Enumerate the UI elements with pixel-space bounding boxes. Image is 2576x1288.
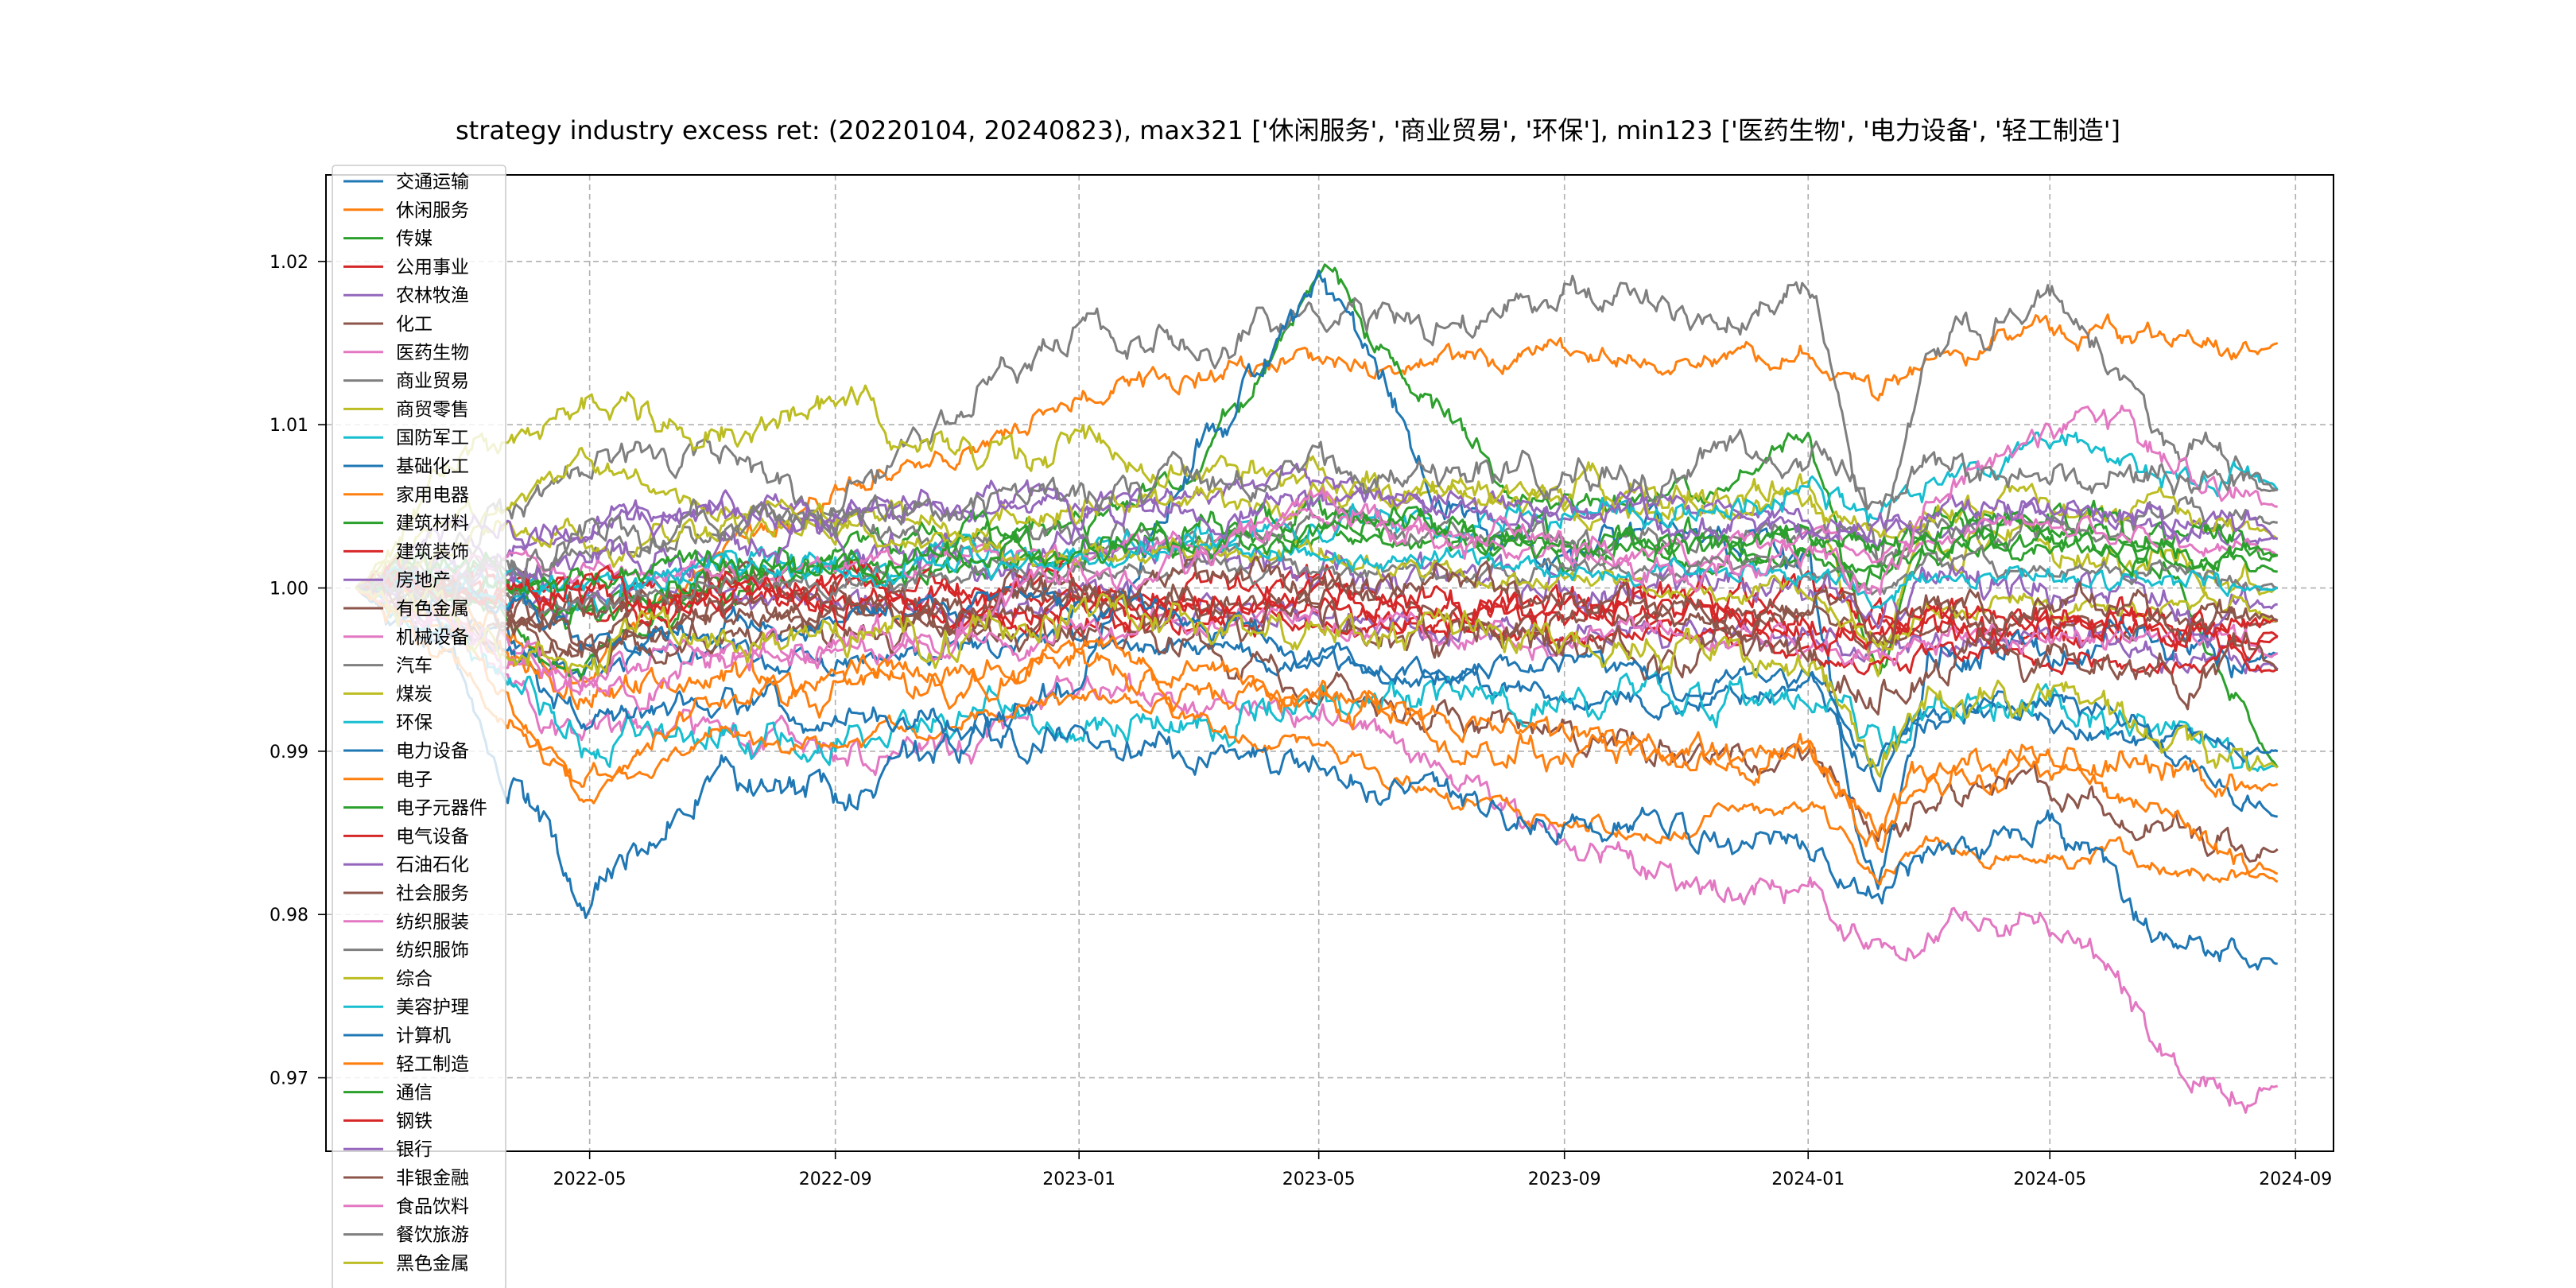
y-tick-label: 1.01 [270,416,308,436]
series-line [355,578,2279,838]
legend-label: 钢铁 [396,1111,433,1131]
legend-label: 农林牧渔 [396,285,469,306]
legend-label: 黑色金属 [396,1253,469,1274]
legend-label: 电子元器件 [396,798,487,819]
series-line [355,583,2279,778]
chart-title: strategy industry excess ret: (20220104,… [456,115,2120,145]
series-layer [355,263,2279,1114]
legend-label: 商贸零售 [396,399,469,420]
legend-label: 纺织服装 [396,912,469,933]
series-line [355,564,2279,657]
plot-frame [325,174,2334,1152]
x-tick-label: 2022-05 [553,1170,627,1189]
legend-label: 纺织服饰 [396,941,469,961]
legend-label: 环保 [396,712,433,733]
y-tick-label: 1.00 [270,580,308,599]
x-tick-label: 2022-09 [799,1170,872,1189]
y-tick-label: 0.98 [270,906,308,925]
x-tick-label: 2023-05 [1282,1170,1356,1189]
x-tick-label: 2024-01 [1771,1170,1845,1189]
series-line [355,479,2279,597]
x-tick-label: 2024-09 [2259,1170,2332,1189]
x-tick-label: 2023-09 [1528,1170,1601,1189]
legend-label: 电力设备 [396,741,469,762]
legend-label: 电气设备 [396,826,469,847]
legend: 交通运输休闲服务传媒公用事业农林牧渔化工医药生物商业贸易商贸零售国防军工基础化工… [332,165,506,1288]
x-tick-label: 2024-05 [2013,1170,2086,1189]
series-line [355,429,2278,612]
legend-label: 机械设备 [396,627,469,648]
legend-label: 电子 [396,770,433,790]
y-tick-label: 1.02 [270,253,308,273]
legend-label: 轻工制造 [396,1054,469,1075]
legend-label: 通信 [396,1083,433,1104]
legend-label: 计算机 [396,1026,451,1046]
legend-label: 汽车 [396,656,433,677]
legend-label: 休闲服务 [396,200,469,221]
series-line [355,538,2278,611]
legend-label: 非银金融 [396,1168,469,1189]
series-line [355,506,2278,596]
y-tick-label: 0.97 [270,1069,308,1089]
axis-layer: 2022-05 2022-09 2023-01 2023-05 2023-09 2024-… [270,253,2332,1189]
legend-label: 公用事业 [396,257,469,277]
grid-layer [326,175,2334,1151]
x-tick-label: 2023-01 [1042,1170,1115,1189]
legend-label: 建筑材料 [396,514,469,534]
series-line [355,263,2279,769]
series-line [355,577,2278,971]
series-line [355,587,2279,773]
legend-label: 家用电器 [396,485,469,506]
legend-label: 建筑装饰 [396,541,469,562]
y-tick-label: 0.99 [270,743,308,762]
legend-label: 国防军工 [396,428,469,448]
legend-label: 房地产 [396,570,451,591]
legend-label: 社会服务 [396,883,469,904]
series-line [355,269,2279,919]
legend-label: 化工 [396,314,433,335]
series-line [355,587,2279,886]
legend-label: 有色金属 [396,599,469,619]
legend-label: 基础化工 [396,456,469,477]
legend-label: 银行 [396,1139,433,1160]
legend-label: 食品饮料 [396,1197,469,1217]
legend-label: 商业贸易 [396,371,469,392]
series-line [355,557,2279,716]
legend-label: 传媒 [396,229,433,250]
legend-label: 餐饮旅游 [396,1225,469,1246]
legend-label: 煤炭 [396,684,433,704]
series-line [355,477,2279,589]
series-line [355,587,2279,875]
series-line [355,274,2278,592]
legend-label: 交通运输 [396,172,469,192]
legend-label: 石油石化 [396,855,469,875]
series-line [355,404,2278,712]
legend-label: 综合 [396,968,433,989]
legend-label: 医药生物 [396,343,469,363]
series-line [355,555,2279,665]
legend-label: 美容护理 [396,997,469,1018]
